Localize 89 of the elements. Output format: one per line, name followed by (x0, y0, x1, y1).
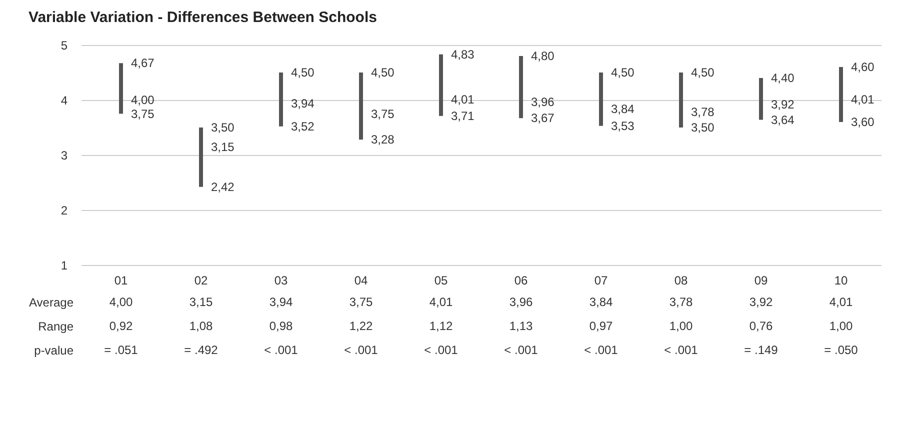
x-tick-label: 05 (434, 274, 448, 288)
bar (599, 72, 603, 126)
x-tick-label: 01 (114, 274, 128, 288)
annotation: 3,94 (291, 96, 315, 110)
data-label: 0,97 (589, 319, 613, 333)
x-tick-label: 10 (834, 274, 848, 288)
annotation: 3,67 (531, 111, 555, 126)
y-tick-label: 5 (60, 38, 68, 52)
annotation: 3,64 (771, 112, 795, 127)
data-label: 0,98 (269, 319, 293, 333)
annotation: 4,50 (371, 66, 395, 80)
text: 3,92 (749, 295, 773, 309)
bar (359, 72, 363, 140)
bar (199, 128, 203, 187)
annotation: 3,92 (771, 97, 795, 112)
text: = .051 (104, 343, 138, 357)
bar (439, 54, 443, 116)
text: < .001 (264, 343, 298, 357)
text: 4,01 (429, 295, 453, 309)
annotation: 4,00 (131, 93, 155, 107)
bar (839, 67, 843, 122)
annotation: 3,60 (851, 115, 875, 129)
x-tick-label: 09 (754, 274, 768, 288)
text: 4,00 (109, 295, 133, 309)
x-tick-label: 04 (354, 274, 368, 288)
x-tick-label: 08 (674, 274, 688, 288)
bar (279, 72, 283, 126)
data-label: 1,00 (669, 319, 693, 333)
annotation: 3,28 (371, 132, 395, 147)
annotation: 4,50 (691, 66, 715, 80)
text: < .001 (424, 343, 458, 357)
chart-title: Variable Variation - Differences Between Schools (28, 9, 377, 26)
data-label: 1,08 (189, 319, 213, 333)
annotation: 3,53 (611, 118, 635, 133)
text: 3,15 (189, 295, 213, 309)
x-tick-label: 03 (274, 274, 288, 288)
text: = .492 (184, 343, 218, 357)
data-label: 0,76 (749, 319, 773, 333)
annotation: 3,75 (131, 106, 155, 121)
annotation: 4,50 (611, 66, 635, 80)
annotation: 3,78 (691, 105, 715, 120)
text: = .050 (824, 343, 858, 357)
bar (119, 63, 123, 114)
data-label: 1,00 (829, 319, 853, 333)
bar (679, 72, 683, 128)
data-label: 0,92 (109, 319, 133, 333)
text: 3,94 (269, 295, 293, 309)
x-tick-label: 07 (594, 274, 608, 288)
text: 4,01 (829, 295, 853, 309)
x-tick-label: 02 (194, 274, 208, 288)
annotation: 3,71 (451, 108, 475, 123)
text: < .001 (344, 343, 378, 357)
text: 3,78 (669, 295, 693, 309)
annotation: 4,01 (851, 92, 875, 106)
annotation: 3,75 (371, 106, 395, 121)
annotation: 3,52 (291, 119, 315, 134)
text: < .001 (504, 343, 538, 357)
text: 3,75 (349, 295, 373, 309)
data-label: 1,12 (429, 319, 453, 333)
data-label: 1,22 (349, 319, 373, 333)
text: = .149 (744, 343, 778, 357)
y-tick-label: 1 (60, 258, 68, 272)
annotation: 4,40 (771, 71, 795, 85)
annotation: 3,96 (531, 95, 555, 110)
annotation: 3,50 (211, 120, 235, 134)
bar (519, 56, 523, 118)
text: Average (29, 296, 74, 310)
text: 3,96 (509, 295, 533, 309)
text: < .001 (584, 343, 618, 357)
y-tick-label: 2 (60, 204, 68, 218)
annotation: 3,84 (611, 102, 635, 116)
text: p-value (34, 344, 74, 358)
annotation: 2,42 (211, 180, 235, 194)
data-label: 1,13 (509, 319, 533, 333)
annotation: 4,50 (291, 66, 315, 80)
annotation: 4,80 (531, 49, 555, 63)
annotation: 4,60 (851, 60, 875, 74)
annotation: 4,83 (451, 47, 475, 62)
y-tick-label: 4 (60, 94, 68, 108)
annotation: 4,01 (451, 92, 475, 106)
x-tick-label: 06 (514, 274, 528, 288)
annotation: 3,15 (211, 140, 235, 154)
annotation: 3,50 (691, 120, 715, 134)
annotation: 4,67 (131, 56, 155, 70)
text: 3,84 (589, 295, 613, 309)
text: < .001 (664, 343, 698, 357)
y-tick-label: 3 (60, 148, 68, 162)
bar (759, 78, 763, 120)
text: Range (38, 320, 74, 334)
